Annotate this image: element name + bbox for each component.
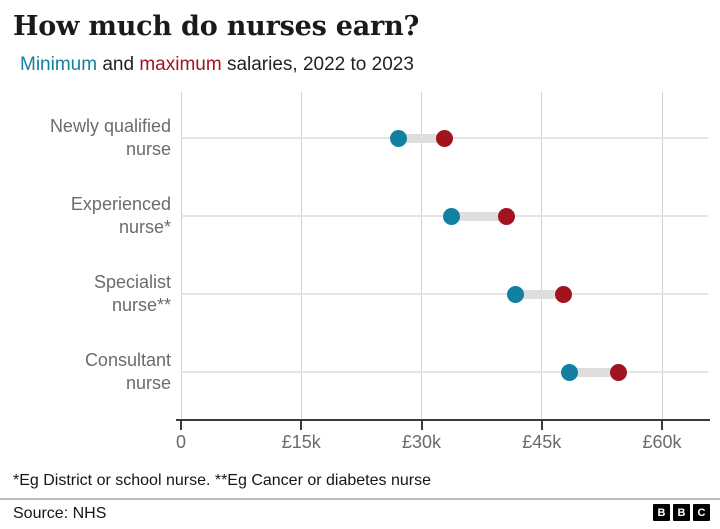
category-label: Newly qualified nurse: [49, 116, 171, 159]
min-dot: [561, 363, 579, 381]
bbc-logo-letter: C: [693, 504, 710, 521]
x-axis-tick-label: £60k: [642, 432, 682, 452]
plot-area: Newly qualified nurse Experienced nurse* Spe…: [0, 92, 720, 419]
max-dot: [554, 285, 572, 303]
x-axis-tick: [540, 419, 543, 430]
dumbbell-connector: [398, 133, 445, 143]
category-label: Specialist nurse**: [93, 272, 171, 315]
x-axis-tick: [661, 419, 663, 430]
legend-maximum-word: maximum: [139, 54, 222, 75]
chart-title: How much do nurses earn?: [13, 11, 420, 42]
x-axis-tick: [300, 419, 303, 430]
grid-line-vertical: [180, 92, 182, 419]
category-label: Consultant nurse: [84, 350, 171, 393]
grid-line-vertical: [421, 92, 422, 419]
max-dot: [610, 363, 628, 381]
subtitle-and: and: [97, 54, 140, 75]
grid-line-vertical: [300, 92, 302, 419]
row-grid-line: [181, 293, 708, 295]
category-label: Experienced nurse*: [70, 194, 171, 237]
max-dot: [497, 207, 515, 225]
bbc-logo-letter: B: [653, 504, 670, 521]
x-axis-tick: [180, 419, 182, 430]
row-grid-line: [181, 371, 708, 373]
dumbbell-connector: [451, 211, 507, 221]
x-axis-tick: [420, 419, 423, 430]
divider-line: [0, 498, 720, 500]
x-axis-tick-label: £30k: [401, 432, 442, 452]
source-text: Source: NHS: [13, 505, 107, 522]
x-axis-tick-label: £45k: [522, 432, 562, 452]
x-axis-tick-label: £15k: [281, 432, 321, 452]
x-axis-tick-label: 0: [175, 432, 186, 452]
grid-line-vertical: [661, 92, 663, 419]
min-dot: [389, 129, 407, 147]
subtitle-rest: salaries, 2022 to 2023: [221, 54, 414, 75]
dumbbell-connector: [569, 367, 619, 377]
legend-minimum-word: Minimum: [20, 54, 98, 75]
x-axis-line: [176, 419, 710, 421]
chart-subtitle: Minimum and maximum salaries, 2022 to 20…: [20, 53, 414, 77]
min-dot: [506, 285, 524, 303]
dumbbell-connector: [515, 289, 564, 299]
min-dot: [442, 207, 460, 225]
max-dot: [436, 129, 454, 147]
footnote: *Eg District or school nurse. **Eg Cance…: [13, 472, 431, 489]
bbc-logo-letter: B: [673, 504, 690, 521]
grid-line-vertical: [541, 92, 543, 419]
